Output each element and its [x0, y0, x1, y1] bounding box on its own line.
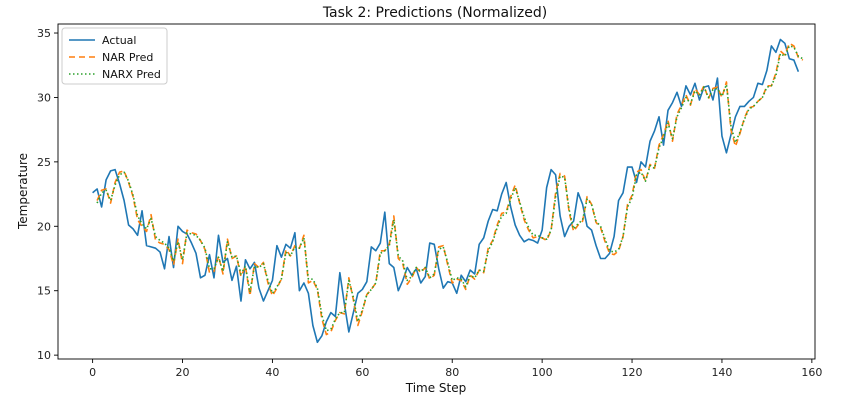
legend-label: NARX Pred [102, 68, 161, 81]
x-tick-label: 120 [622, 366, 643, 379]
legend-box [61, 27, 168, 85]
y-axis-label: Temperature [16, 153, 30, 230]
x-tick-label: 160 [801, 366, 822, 379]
series-layer [92, 38, 804, 344]
x-tick-label: 100 [532, 366, 553, 379]
x-tick-label: 0 [89, 366, 96, 379]
y-tick-label: 35 [37, 27, 51, 40]
y-tick-label: 20 [37, 220, 51, 233]
x-tick-label: 80 [445, 366, 459, 379]
x-tick-label: 140 [711, 366, 732, 379]
legend: Actual NAR Pred NARX Pred [61, 27, 168, 85]
x-tick-label: 60 [355, 366, 369, 379]
y-tick-label: 10 [37, 349, 51, 362]
plot-area-frame [57, 23, 816, 360]
x-tick-label: 40 [265, 366, 279, 379]
legend-label: NAR Pred [102, 51, 153, 64]
y-axis: 10 15 20 25 30 35 [37, 27, 58, 362]
legend-label: Actual [102, 34, 136, 47]
chart-title: Task 2: Predictions (Normalized) [322, 5, 547, 21]
x-axis-label: Time Step [405, 381, 467, 395]
x-tick-label: 20 [176, 366, 190, 379]
series-line-actual [92, 38, 800, 344]
y-tick-label: 30 [37, 91, 51, 104]
y-tick-label: 15 [37, 285, 51, 298]
y-tick-label: 25 [37, 156, 51, 169]
series-line-narx-pred [96, 45, 804, 332]
x-axis: 0 20 40 60 80 100 120 140 160 [89, 359, 822, 379]
